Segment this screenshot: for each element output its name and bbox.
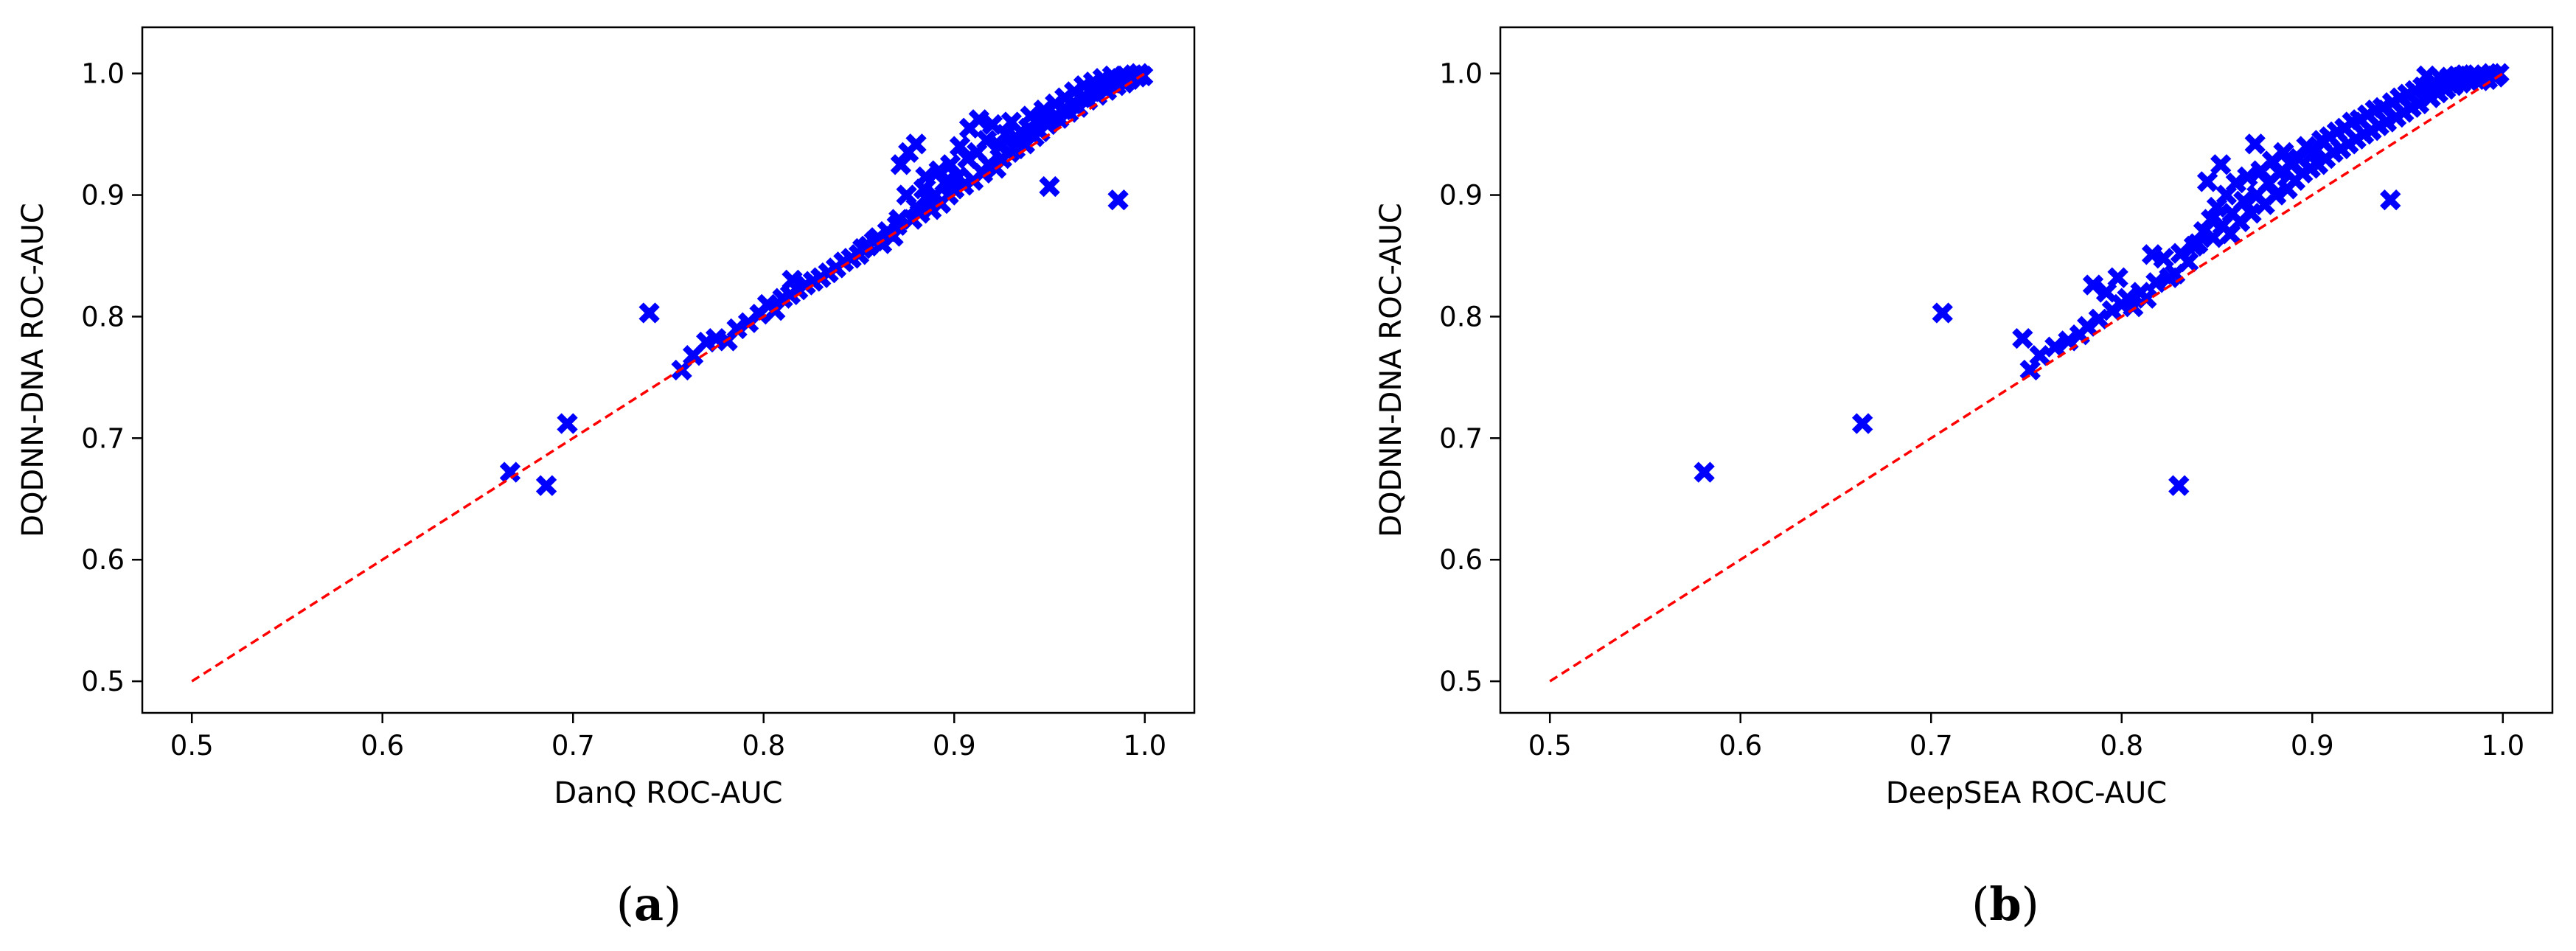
scatter-point-a-82	[1039, 175, 1060, 198]
scatter-points-b	[1693, 63, 2510, 496]
scatter-point-a-39	[905, 133, 927, 155]
scatter-point-b-27	[2178, 251, 2199, 273]
y-tick-label-a-3: 0.8	[81, 301, 125, 332]
scatter-point-b-6	[2044, 336, 2066, 358]
chart-panel-a: 0.5 0.6 0.7 0.8 0.9 1.0 0.5 0.6 0.7 0.8 0.9 1.0 Da…	[16, 26, 1196, 931]
x-tick-label-a-4: 0.9	[933, 730, 976, 762]
y-tick-label-a-4: 0.9	[81, 180, 125, 212]
scatter-point-b-45	[2244, 133, 2266, 155]
scatter-point-b-40	[2225, 172, 2247, 194]
scatter-point-a-47	[928, 160, 950, 181]
panel-label-b: (b)	[1971, 877, 2039, 931]
scatter-point-b-25	[2168, 475, 2190, 496]
y-tick-label-b-1: 0.6	[1439, 544, 1483, 576]
x-axis-label-b: DeepSEA ROC-AUC	[1886, 776, 2167, 810]
scatter-point-a-68	[995, 123, 1017, 145]
plot-frame-a	[141, 26, 1196, 714]
y-tick-label-a-2: 0.7	[81, 422, 125, 454]
scatter-point-b-10	[2082, 274, 2104, 296]
scatter-point-b-2	[1932, 302, 1953, 324]
y-tick-label-a-1: 0.6	[81, 544, 125, 576]
x-tick-label-a-0: 0.5	[170, 730, 214, 762]
x-axis-ticks-a: 0.5 0.6 0.7 0.8 0.9 1.0	[170, 713, 1166, 762]
scatter-point-b-21	[2145, 272, 2167, 293]
scatter-point-b-0	[1693, 461, 1715, 483]
y-tick-label-b-2: 0.7	[1439, 422, 1483, 454]
scatter-point-a-60	[968, 109, 990, 130]
scatter-point-b-43	[2237, 166, 2258, 188]
y-tick-label-b-0: 0.5	[1439, 666, 1483, 697]
y-axis-ticks-b: 0.5 0.6 0.7 0.8 0.9 1.0	[1439, 58, 1500, 697]
scatter-point-b-32	[2201, 209, 2222, 230]
scatter-point-a-104	[1107, 189, 1129, 211]
scatter-point-b-5	[2029, 345, 2050, 366]
scatter-point-b-35	[2210, 154, 2232, 175]
x-tick-label-b-0: 0.5	[1528, 730, 1572, 762]
x-tick-label-a-2: 0.7	[551, 730, 595, 762]
scatter-point-a-43	[915, 166, 936, 188]
scatter-point-b-81	[2380, 189, 2401, 211]
reference-line-a	[191, 72, 1146, 683]
panel-label-a: (a)	[616, 877, 682, 931]
x-tick-label-a-5: 1.0	[1123, 730, 1166, 762]
y-axis-label-a: DQDNN-DNA ROC-AUC	[16, 203, 50, 537]
scatter-point-b-29	[2187, 233, 2209, 254]
chart-panel-b: 0.5 0.6 0.7 0.8 0.9 1.0 0.5 0.6 0.7 0.8 0.9 1.0 De…	[1374, 26, 2554, 931]
scatter-point-a-62	[976, 130, 998, 151]
plot-frame-b	[1499, 26, 2554, 714]
y-tick-label-b-3: 0.8	[1439, 301, 1483, 332]
reference-line-b	[1549, 72, 2504, 683]
scatter-point-b-51	[2265, 184, 2287, 206]
x-tick-label-b-4: 0.9	[2291, 730, 2334, 762]
scatter-point-b-17	[2123, 296, 2144, 318]
y-tick-label-a-5: 1.0	[81, 58, 125, 90]
scatter-point-b-1	[1851, 413, 1873, 434]
scatter-point-b-31	[2196, 171, 2218, 192]
y-axis-label-b: DQDNN-DNA ROC-AUC	[1374, 203, 1408, 537]
scatter-point-a-3	[638, 302, 660, 324]
scatter-point-a-9	[726, 318, 748, 340]
x-tick-label-b-1: 0.6	[1719, 730, 1762, 762]
x-tick-label-a-3: 0.8	[742, 730, 785, 762]
x-tick-label-b-3: 0.8	[2100, 730, 2143, 762]
y-axis-ticks-a: 0.5 0.6 0.7 0.8 0.9 1.0	[81, 58, 142, 697]
scatter-point-a-2	[557, 413, 578, 434]
y-tick-label-a-0: 0.5	[81, 666, 125, 697]
scatter-point-b-110	[2488, 63, 2510, 84]
scatter-point-b-14	[2107, 267, 2128, 288]
y-tick-label-b-5: 1.0	[1439, 58, 1483, 90]
x-axis-label-a: DanQ ROC-AUC	[554, 776, 782, 810]
x-tick-label-b-2: 0.7	[1910, 730, 1953, 762]
scatter-point-a-0	[499, 461, 521, 483]
scatter-points-a	[499, 63, 1154, 496]
scatter-point-b-3	[2012, 327, 2033, 349]
scatter-point-b-22	[2153, 248, 2174, 269]
scatter-point-b-4	[2019, 359, 2041, 381]
scatter-point-b-11	[2088, 308, 2109, 330]
scatter-point-b-44	[2241, 203, 2262, 224]
scatter-point-a-1	[535, 475, 557, 496]
x-tick-label-b-5: 1.0	[2481, 730, 2524, 762]
x-axis-ticks-b: 0.5 0.6 0.7 0.8 0.9 1.0	[1528, 713, 2524, 762]
x-tick-label-a-1: 0.6	[361, 730, 404, 762]
y-tick-label-b-4: 0.9	[1439, 180, 1483, 212]
scatter-point-b-89	[2408, 93, 2430, 115]
